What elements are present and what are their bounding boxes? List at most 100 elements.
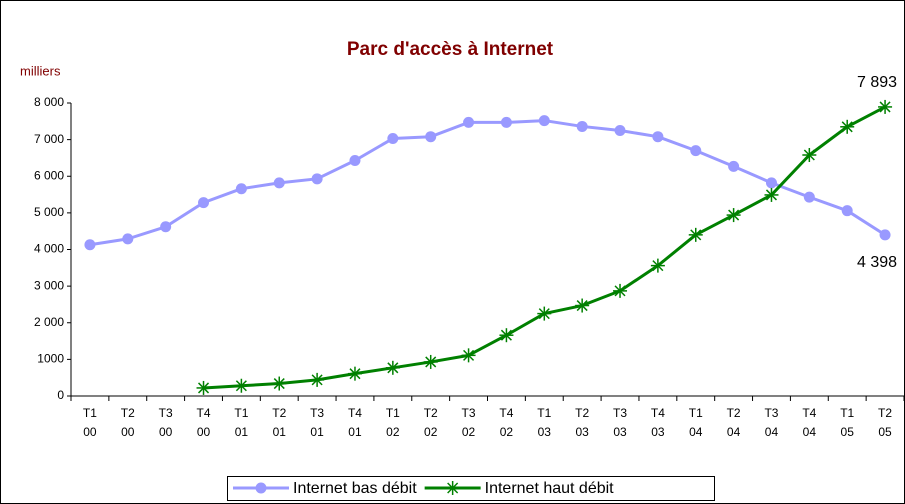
marker bbox=[726, 208, 741, 223]
y-tick-label: 6 000 bbox=[34, 168, 64, 182]
marker bbox=[198, 197, 210, 209]
marker-stroke bbox=[235, 380, 247, 392]
marker bbox=[652, 131, 664, 143]
x-tick-label: T2 00 bbox=[121, 406, 135, 439]
marker-stroke bbox=[614, 285, 626, 297]
marker bbox=[575, 298, 590, 313]
y-tick-label: 8 000 bbox=[34, 95, 64, 109]
marker-stroke bbox=[690, 229, 702, 241]
marker bbox=[84, 239, 96, 251]
x-tick-label: T3 01 bbox=[310, 406, 324, 439]
x-tick-label: T3 00 bbox=[159, 406, 173, 439]
marker bbox=[841, 205, 853, 217]
marker bbox=[688, 227, 703, 242]
chart-title: Parc d'accès à Internet bbox=[347, 39, 554, 60]
x-tick-label: T1 04 bbox=[689, 406, 703, 439]
marker-stroke bbox=[538, 308, 550, 320]
data-label: 7 893 bbox=[857, 74, 897, 91]
marker-stroke bbox=[387, 362, 399, 374]
y-tick-label: 0 bbox=[57, 388, 64, 402]
marker bbox=[802, 148, 817, 163]
marker-stroke bbox=[425, 356, 437, 368]
marker-stroke bbox=[765, 189, 778, 201]
marker bbox=[613, 283, 628, 298]
y-axis-label: milliers bbox=[20, 63, 61, 78]
y-tick-label: 3 000 bbox=[34, 278, 64, 292]
marker-stroke bbox=[879, 101, 891, 113]
x-tick-label: T2 01 bbox=[272, 406, 286, 439]
x-tick-label: T4 04 bbox=[802, 406, 816, 439]
x-tick-label: T3 03 bbox=[613, 406, 627, 439]
marker bbox=[614, 124, 626, 136]
data-label: 4 398 bbox=[857, 254, 897, 271]
x-tick-label: T2 03 bbox=[575, 406, 589, 439]
marker-stroke bbox=[576, 300, 588, 312]
marker bbox=[425, 131, 437, 143]
marker bbox=[273, 177, 285, 189]
y-tick-label: 1000 bbox=[37, 352, 64, 366]
marker-stroke bbox=[349, 368, 361, 380]
marker-stroke bbox=[652, 260, 664, 272]
marker bbox=[255, 482, 267, 494]
marker bbox=[840, 119, 855, 134]
marker bbox=[878, 99, 893, 114]
marker-stroke bbox=[273, 378, 285, 390]
y-tick-label: 2 000 bbox=[34, 315, 64, 329]
x-tick-label: T4 01 bbox=[348, 406, 362, 439]
y-tick-label: 4 000 bbox=[34, 242, 64, 256]
x-tick-label: T3 02 bbox=[462, 406, 476, 439]
marker bbox=[461, 348, 476, 363]
x-tick-label: T1 03 bbox=[537, 406, 551, 439]
marker bbox=[499, 328, 514, 343]
marker bbox=[235, 183, 247, 195]
marker bbox=[160, 221, 172, 233]
marker bbox=[272, 376, 287, 391]
y-tick-label: 7 000 bbox=[34, 132, 64, 146]
marker bbox=[196, 380, 211, 395]
x-tick-label: T1 02 bbox=[386, 406, 400, 439]
x-tick-label: T4 02 bbox=[499, 406, 513, 439]
x-tick-label: T3 04 bbox=[764, 406, 778, 439]
legend: Internet bas débit Internet haut débit bbox=[227, 476, 715, 501]
x-tick-label: T2 05 bbox=[878, 406, 892, 439]
marker bbox=[349, 155, 361, 167]
marker-stroke bbox=[311, 374, 323, 386]
marker bbox=[385, 360, 400, 375]
marker-stroke bbox=[841, 121, 853, 133]
marker bbox=[537, 306, 552, 321]
marker-stroke bbox=[463, 349, 475, 361]
x-tick-label: T1 00 bbox=[83, 406, 97, 439]
marker bbox=[387, 133, 399, 145]
marker-stroke bbox=[500, 329, 512, 341]
marker bbox=[728, 160, 740, 172]
marker bbox=[423, 354, 438, 369]
marker bbox=[538, 115, 550, 127]
marker bbox=[500, 116, 512, 128]
marker bbox=[879, 229, 891, 241]
marker-stroke bbox=[197, 382, 210, 394]
marker bbox=[650, 258, 665, 273]
marker bbox=[463, 116, 475, 128]
x-tick-label: T2 04 bbox=[727, 406, 741, 439]
marker bbox=[803, 191, 815, 203]
x-tick-label: T2 02 bbox=[424, 406, 438, 439]
marker-stroke bbox=[447, 482, 459, 494]
marker-stroke bbox=[803, 149, 815, 161]
x-tick-label: T1 05 bbox=[840, 406, 854, 439]
y-tick-label: 5 000 bbox=[34, 205, 64, 219]
marker bbox=[576, 120, 588, 132]
marker bbox=[445, 481, 460, 495]
marker bbox=[765, 177, 777, 189]
legend-label: Internet haut débit bbox=[485, 480, 615, 497]
marker bbox=[764, 187, 779, 202]
x-tick-label: T4 00 bbox=[197, 406, 211, 439]
series-line bbox=[89, 119, 886, 247]
marker bbox=[234, 378, 249, 393]
marker bbox=[690, 145, 702, 157]
marker bbox=[347, 366, 362, 381]
marker bbox=[311, 173, 323, 185]
x-tick-label: T4 03 bbox=[651, 406, 665, 439]
marker bbox=[310, 372, 325, 387]
